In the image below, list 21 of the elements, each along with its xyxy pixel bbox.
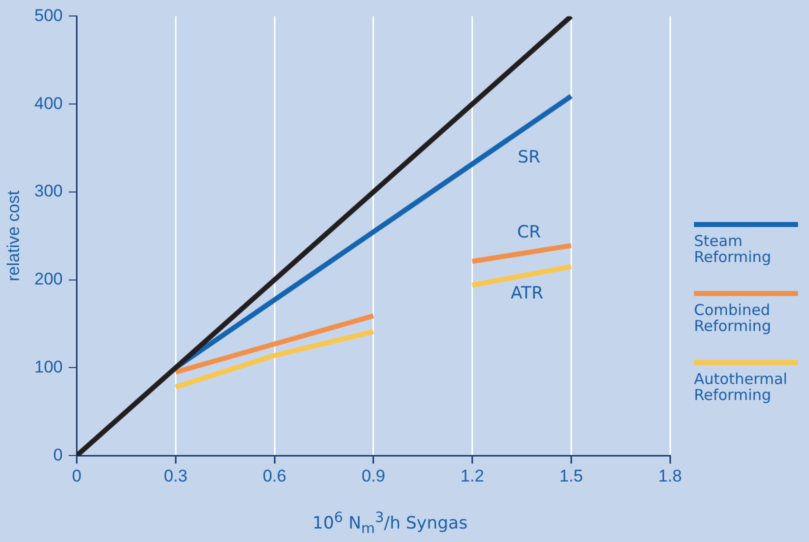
annotation: CR <box>517 222 542 242</box>
y-tick-label: 500 <box>34 6 63 25</box>
x-tick-label: 1.5 <box>559 466 583 486</box>
annotation: ATR <box>510 283 544 304</box>
x-tick-label: 0.6 <box>262 466 286 486</box>
x-tick-label: 0 <box>72 466 82 486</box>
y-tick-label: 200 <box>34 270 63 289</box>
x-tick-label: 0.3 <box>164 466 188 486</box>
x-tick-label: 1.2 <box>460 466 484 486</box>
y-tick-label: 400 <box>34 94 63 113</box>
x-axis-title: 10$^{6}$ N$_{m}$$^{3}$/h Syngas <box>311 510 469 538</box>
x-tick-label: 0.9 <box>362 466 386 486</box>
annotation: SR <box>518 147 540 168</box>
text: Autothermal Reforming <box>694 370 788 404</box>
y-tick-label: 0 <box>53 445 63 464</box>
text: Steam Reforming <box>694 232 772 266</box>
x-tick-label: 1.8 <box>658 466 682 486</box>
y-tick-label: 100 <box>34 357 63 376</box>
y-axis-title: relative cost <box>4 190 23 282</box>
text: Combined Reforming <box>694 301 772 335</box>
y-tick-label: 300 <box>34 182 63 201</box>
